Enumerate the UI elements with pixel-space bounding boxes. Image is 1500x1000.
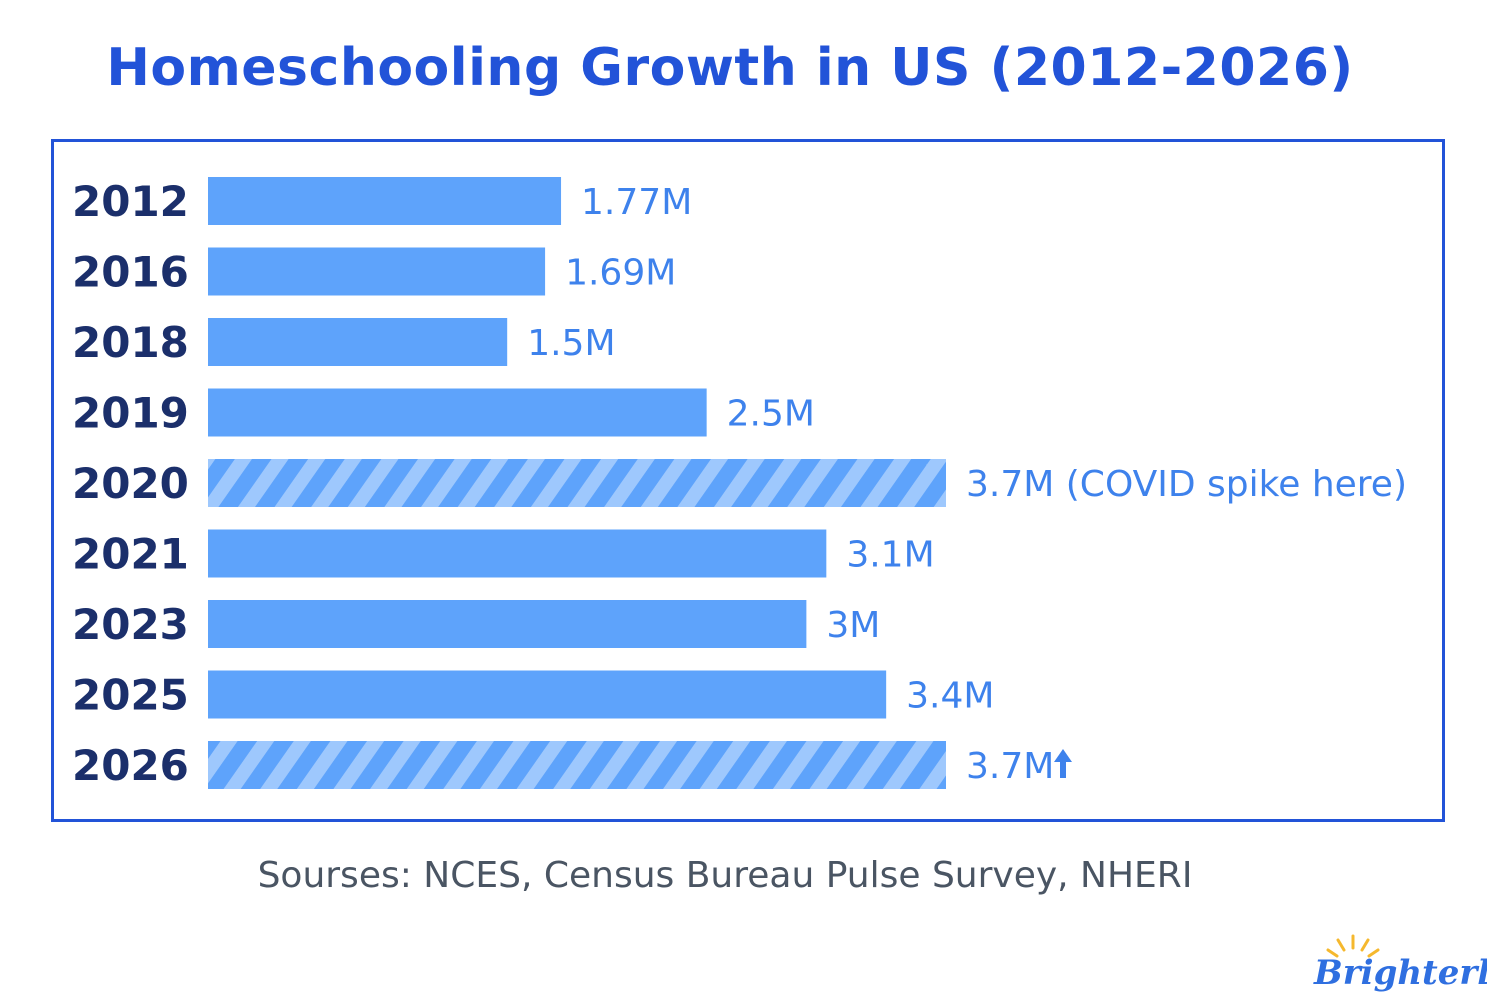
value-label: 3.7M (COVID spike here) — [966, 464, 1407, 505]
page-title: Homeschooling Growth in US (2012-2026) — [106, 38, 1354, 98]
year-label: 2020 — [72, 459, 189, 508]
bar — [208, 247, 546, 296]
sun-icon — [1326, 934, 1380, 958]
value-label: 3.4M — [906, 676, 994, 717]
year-label: 2026 — [72, 741, 189, 790]
year-label: 2012 — [72, 177, 189, 226]
year-label: 2023 — [72, 600, 189, 649]
year-label: 2021 — [72, 530, 189, 579]
year-label: 2025 — [72, 671, 189, 720]
bar-striped — [208, 741, 946, 789]
bar — [208, 529, 827, 578]
bar — [208, 177, 562, 225]
brand-logo-text: Brighterly — [1313, 953, 1487, 993]
bar-striped — [208, 459, 946, 507]
bar-chart: 2012 1.77M 2016 1.69M 2018 1.5M 2019 2.5M 2020 3.… — [72, 177, 1407, 790]
bar — [208, 670, 887, 719]
bars-layer: 2012 1.77M 2016 1.69M 2018 1.5M 2019 2.5M 2020 3.… — [72, 177, 1407, 790]
year-label: 2018 — [72, 318, 189, 367]
value-label: 2.5M — [727, 394, 815, 435]
bar — [208, 318, 508, 366]
year-label: 2019 — [72, 389, 189, 438]
bar — [208, 600, 807, 648]
bar — [208, 388, 707, 437]
value-label: 3M — [826, 605, 880, 646]
source-note: Sourses: NCES, Census Bureau Pulse Surve… — [257, 855, 1193, 896]
brighterly-logo: Brighterly — [1313, 934, 1487, 993]
value-label: 3.7M — [966, 746, 1054, 787]
year-label: 2016 — [72, 248, 189, 297]
chart-frame: 2012 1.77M 2016 1.69M 2018 1.5M 2019 2.5M 2020 3.… — [51, 139, 1445, 822]
value-label: 1.5M — [527, 323, 615, 364]
value-label: 1.77M — [581, 182, 692, 223]
value-label: 3.1M — [846, 535, 934, 576]
arrow-up-icon — [1054, 749, 1072, 778]
value-label: 1.69M — [565, 253, 676, 294]
